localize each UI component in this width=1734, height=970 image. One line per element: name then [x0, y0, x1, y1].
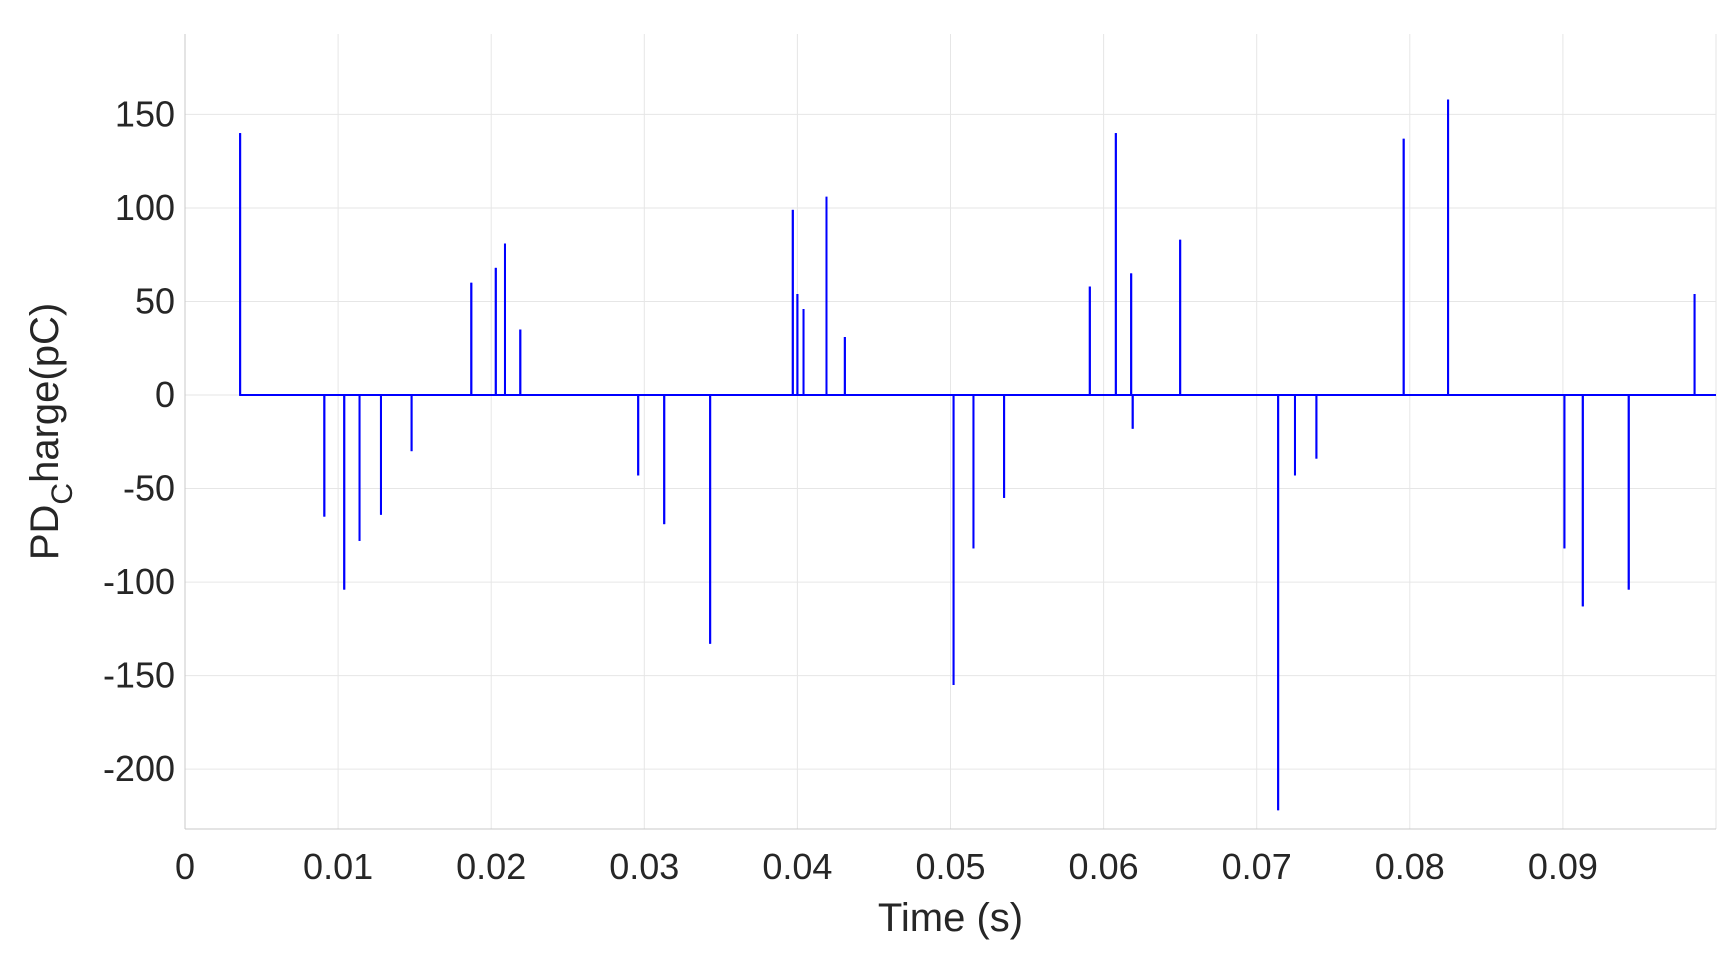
y-tick-label: 50 — [135, 280, 175, 321]
x-tick-label: 0.07 — [1222, 846, 1292, 887]
y-axis-title-main: PD — [23, 505, 67, 561]
y-tick-label: -100 — [103, 561, 175, 602]
pulse-marks — [239, 99, 1696, 811]
y-tick-label: -50 — [123, 468, 175, 509]
y-tick-label: 0 — [155, 374, 175, 415]
x-tick-label: 0.01 — [303, 846, 373, 887]
x-axis-title: Time (s) — [878, 896, 1023, 940]
y-axis-title: PDCharge(pC) — [23, 303, 79, 560]
x-tick-label: 0.08 — [1375, 846, 1445, 887]
pd-charge-series-line — [239, 99, 1716, 811]
x-tick-label: 0.03 — [609, 846, 679, 887]
x-gridlines — [337, 34, 1717, 829]
x-tick-label: 0 — [175, 846, 195, 887]
x-tick-label: 0.04 — [762, 846, 832, 887]
x-tick-label: 0.09 — [1528, 846, 1598, 887]
x-tick-label: 0.02 — [456, 846, 526, 887]
x-tick-labels: 0 0.01 0.02 0.03 0.04 0.05 0.06 0.07 0.08 0.09 — [175, 846, 1598, 887]
y-axis-title-rest: harge(pC) — [23, 303, 67, 483]
y-tick-label: 100 — [115, 187, 175, 228]
x-tick-label: 0.06 — [1069, 846, 1139, 887]
y-axis-title-subscript: C — [46, 483, 79, 505]
y-tick-label: -150 — [103, 655, 175, 696]
y-tick-label: -200 — [103, 748, 175, 789]
y-tick-labels: 150 100 50 0 -50 -100 -150 -200 — [103, 93, 175, 789]
y-tick-label: 150 — [115, 93, 175, 134]
x-tick-label: 0.05 — [915, 846, 985, 887]
